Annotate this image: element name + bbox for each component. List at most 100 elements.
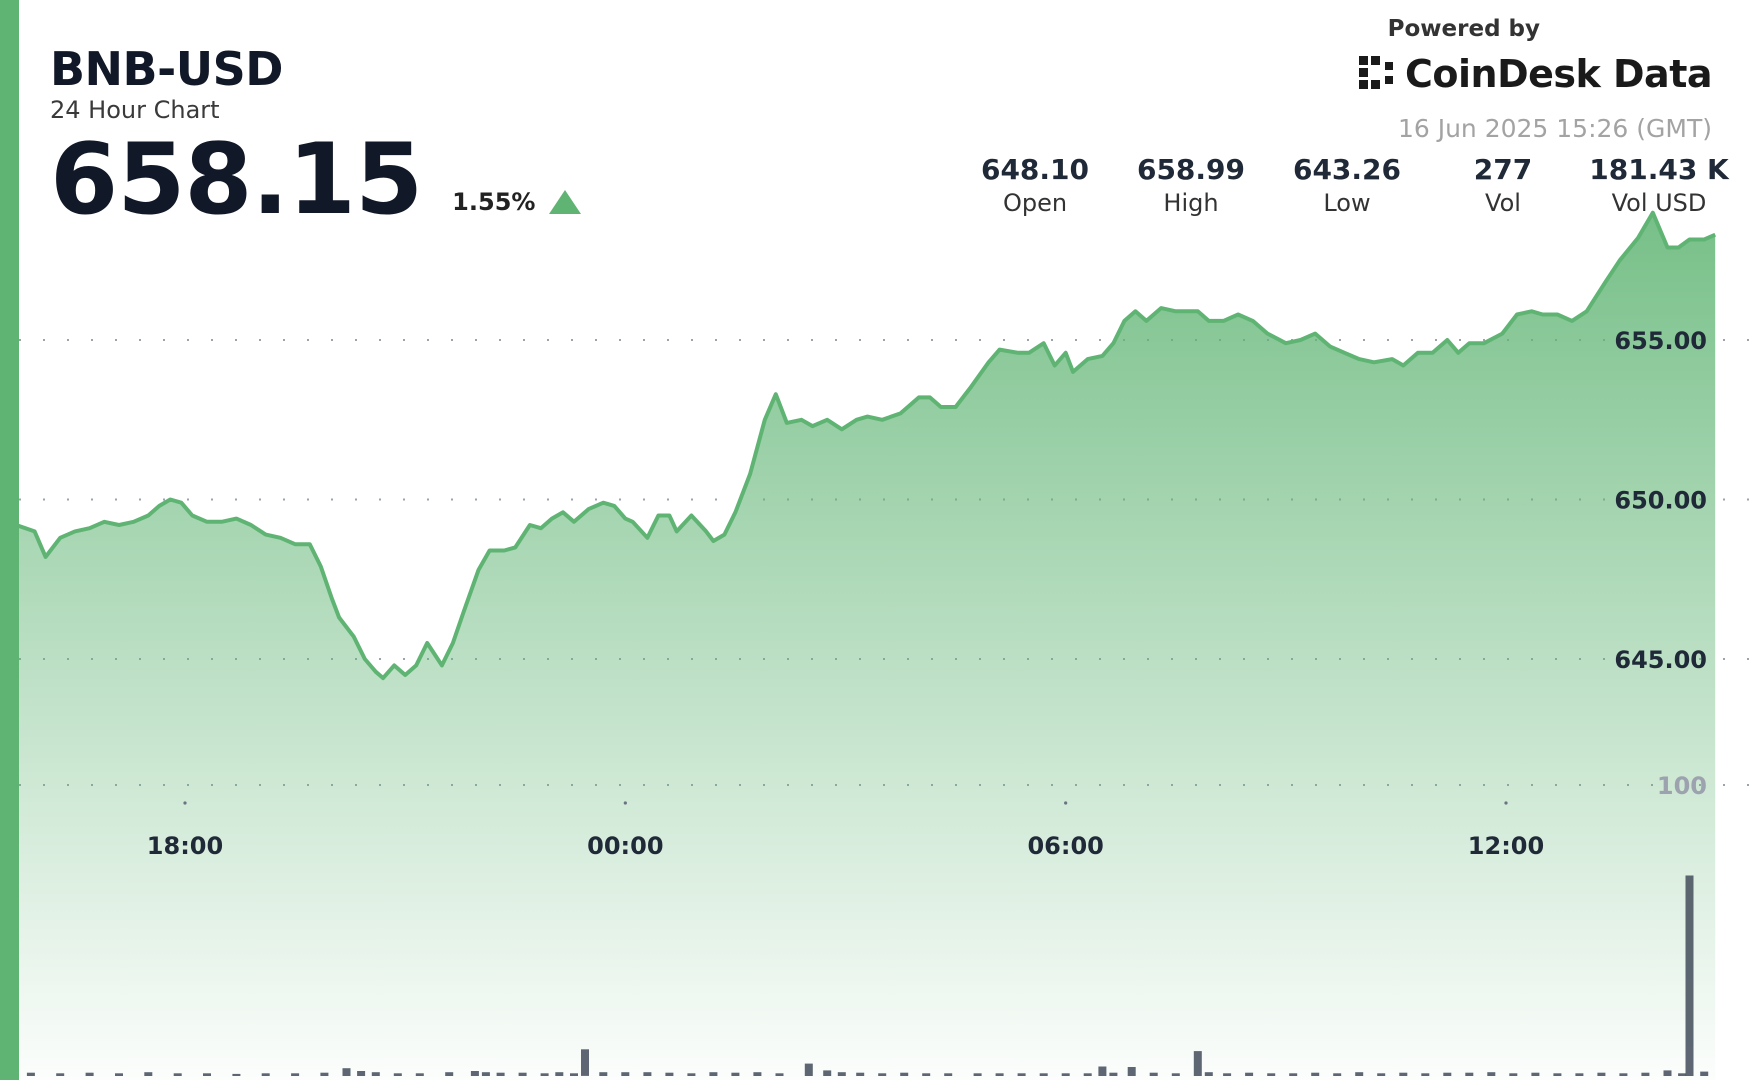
- volume-bar: [173, 1073, 182, 1076]
- volume-bar: [1700, 1071, 1709, 1076]
- volume-bar: [1509, 1073, 1518, 1076]
- volume-bar: [1098, 1066, 1107, 1076]
- volume-bar: [1619, 1073, 1628, 1076]
- volume-bars: [26, 875, 1709, 1076]
- volume-bar: [1678, 1073, 1687, 1076]
- volume-bar: [1083, 1073, 1092, 1076]
- volume-bar: [856, 1072, 865, 1076]
- stat-value: 648.10: [980, 153, 1090, 186]
- volume-bar: [1311, 1072, 1320, 1076]
- volume-bar: [445, 1072, 454, 1076]
- volume-bar: [1223, 1073, 1232, 1076]
- volume-bar: [1421, 1073, 1430, 1076]
- y-tick-label: 655.00: [1614, 327, 1707, 355]
- stat-value: 181.43 K: [1589, 153, 1729, 186]
- chart-subtitle: 24 Hour Chart: [50, 96, 220, 124]
- volume-bar: [731, 1072, 740, 1076]
- volume-bar: [540, 1073, 549, 1076]
- volume-bar: [995, 1073, 1004, 1076]
- stat-open: 648.10 Open: [960, 152, 1110, 218]
- volume-bar: [357, 1071, 366, 1076]
- volume-tick-label: 100: [1657, 772, 1707, 800]
- volume-bar: [878, 1073, 887, 1076]
- volume-bar: [1465, 1072, 1474, 1076]
- volume-bar: [342, 1068, 351, 1076]
- price-area-fill: [19, 212, 1716, 1080]
- volume-bar: [1061, 1073, 1070, 1076]
- volume-bar: [599, 1072, 608, 1076]
- powered-by-label: Powered by: [1387, 16, 1540, 42]
- y-tick-label: 645.00: [1614, 646, 1707, 674]
- volume-bar: [320, 1072, 329, 1076]
- volume-bar: [665, 1072, 674, 1076]
- timestamp: 16 Jun 2025 15:26 (GMT): [1397, 114, 1712, 143]
- stat-value: 277: [1473, 153, 1533, 186]
- brand-logo: CoinDesk Data: [1357, 52, 1713, 96]
- volume-bar: [1267, 1073, 1276, 1076]
- y-tick-label: 650.00: [1614, 487, 1707, 515]
- volume-bar: [1289, 1073, 1298, 1076]
- volume-bar: [144, 1072, 153, 1076]
- volume-bar: [85, 1072, 94, 1076]
- volume-bar: [415, 1073, 424, 1076]
- volume-bar: [1685, 875, 1694, 1076]
- volume-bar: [823, 1070, 832, 1076]
- y-axis-labels: 645.00 650.00 655.00 100: [1614, 327, 1707, 800]
- price-chart: 645.00 650.00 655.00 100 18:00 00:00 06:00 12:…: [19, 210, 1758, 1080]
- price-row: 658.15 1.55%: [50, 130, 582, 230]
- stat-high: 658.99 High: [1116, 152, 1266, 218]
- volume-bar: [922, 1073, 931, 1076]
- volume-bar: [1017, 1073, 1026, 1076]
- volume-bar: [470, 1071, 479, 1076]
- stat-value: 643.26: [1292, 153, 1402, 186]
- volume-bar: [371, 1072, 380, 1076]
- volume-bar: [753, 1072, 762, 1076]
- volume-bar: [643, 1072, 652, 1076]
- volume-bar: [1109, 1072, 1118, 1076]
- price-area: [19, 210, 1716, 1080]
- stat-label: Open: [1002, 189, 1068, 217]
- volume-bar: [775, 1073, 784, 1076]
- symbol-title: BNB-USD: [50, 42, 283, 96]
- stat-value: 658.99: [1136, 153, 1246, 186]
- volume-bar: [555, 1072, 564, 1076]
- volume-bar: [115, 1073, 123, 1076]
- volume-bar: [1553, 1073, 1562, 1076]
- volume-bar: [261, 1073, 270, 1076]
- brand-name: CoinDesk Data: [1405, 52, 1713, 96]
- volume-bar: [1399, 1072, 1408, 1076]
- volume-bar: [1355, 1072, 1364, 1076]
- volume-bar: [1127, 1067, 1136, 1076]
- volume-bar: [804, 1063, 813, 1076]
- volume-bar: [944, 1073, 953, 1076]
- volume-bar: [1333, 1073, 1342, 1076]
- volume-bar: [393, 1073, 402, 1076]
- volume-bar: [1575, 1073, 1584, 1076]
- volume-bar: [1597, 1072, 1606, 1076]
- volume-bar: [837, 1072, 846, 1076]
- volume-bar: [203, 1073, 211, 1076]
- volume-bar: [1039, 1073, 1048, 1076]
- price-line: [19, 210, 1716, 681]
- volume-bar: [687, 1073, 696, 1076]
- coindesk-logo-icon: [1359, 56, 1393, 89]
- volume-bar: [1149, 1072, 1158, 1076]
- x-tick-mark: [183, 801, 187, 805]
- stat-label: High: [1163, 189, 1219, 217]
- stat-label: Vol USD: [1611, 189, 1707, 217]
- volume-bar: [481, 1072, 490, 1076]
- volume-bar: [232, 1073, 241, 1076]
- x-tick-label: 12:00: [1468, 832, 1544, 860]
- volume-bar: [496, 1072, 505, 1076]
- stats-row: 648.10 Open 658.99 High 643.26 Low 277 V…: [0, 152, 1758, 232]
- volume-bar: [709, 1072, 718, 1076]
- volume-bar: [900, 1072, 909, 1076]
- x-axis-labels: 18:00 00:00 06:00 12:00: [147, 801, 1544, 860]
- volume-bar: [1245, 1072, 1254, 1076]
- x-tick-mark: [1504, 801, 1508, 805]
- volume-bar: [570, 1073, 578, 1076]
- volume-bar: [973, 1073, 982, 1076]
- stat-vol: 277 Vol: [1428, 152, 1578, 218]
- stat-vol-usd: 181.43 K Vol USD: [1584, 152, 1734, 218]
- up-arrow-icon: [549, 190, 582, 214]
